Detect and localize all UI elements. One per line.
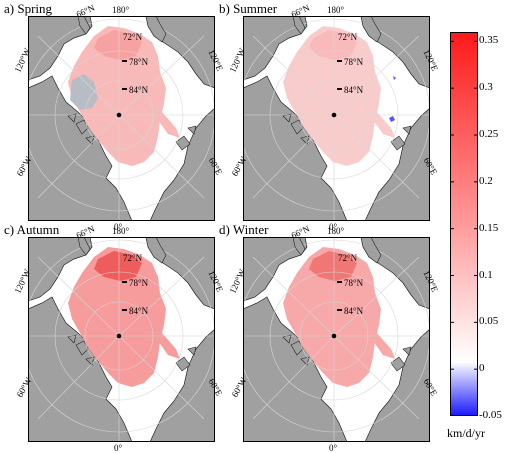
map-panel-summer: b) Summer 180° 66°N 0° 120°W 60°W 120°E 60°E 72°… xyxy=(219,1,440,232)
north-pole-marker xyxy=(116,112,122,118)
colorbar-tick-label: 0.25 xyxy=(479,128,499,141)
lat-label-72: 72°N xyxy=(338,32,358,42)
lat-label-84: 84°N xyxy=(129,306,149,316)
lon-label-bottom: 0° xyxy=(114,222,123,232)
lon-label-top: 180° xyxy=(327,5,345,15)
colorbar-tick-label: 0.35 xyxy=(479,34,499,47)
colorbar-tick-label: 0.3 xyxy=(479,81,493,94)
lat-label-72: 72°N xyxy=(123,253,143,263)
map-panel-winter: d) Winter 180° 66°N 0° 120°W 60°W 120°E 60°E 72°… xyxy=(219,222,440,453)
lat-label-78: 78°N xyxy=(129,278,149,288)
lat-label-78: 78°N xyxy=(344,278,364,288)
polar-map xyxy=(243,237,430,442)
polar-map xyxy=(28,16,215,221)
colorbar-tick-label: 0.15 xyxy=(479,221,499,234)
map-panel-spring: a) Spring 180° 66°N 0° 120°W 60°W 120°E 60°E 72°… xyxy=(4,1,225,232)
panel-title: b) Summer xyxy=(219,1,278,16)
lat-label-84: 84°N xyxy=(344,306,364,316)
panel-title: d) Winter xyxy=(219,222,269,237)
colorbar-tick-label: -0.05 xyxy=(479,408,502,421)
polar-map xyxy=(243,16,430,221)
colorbar-tick-label: 0.2 xyxy=(479,174,493,187)
lon-label-top: 180° xyxy=(112,226,130,236)
lat-label-78: 78°N xyxy=(344,57,364,67)
lon-label-bottom: 0° xyxy=(329,443,338,453)
map-panel-autumn: c) Autumn 180° 66°N 0° 120°W 60°W 120°E 60°E 72°… xyxy=(4,222,225,453)
lon-label-top: 180° xyxy=(112,5,130,15)
colorbar-tick-label: 0 xyxy=(479,362,485,375)
colorbar xyxy=(450,32,478,416)
lat-label-84: 84°N xyxy=(344,85,364,95)
lon-label-bottom: 0° xyxy=(329,222,338,232)
lat-label-72: 72°N xyxy=(338,253,358,263)
panel-title: a) Spring xyxy=(4,1,53,16)
polar-map xyxy=(28,237,215,442)
north-pole-marker xyxy=(116,333,122,339)
colorbar-tick-label: 0.1 xyxy=(479,268,493,281)
lon-label-top: 180° xyxy=(327,226,345,236)
north-pole-marker xyxy=(331,333,337,339)
north-pole-marker xyxy=(331,112,337,118)
lon-label-bottom: 0° xyxy=(114,443,123,453)
colorbar-unit: km/d/yr xyxy=(447,426,485,440)
lat-label-78: 78°N xyxy=(129,57,149,67)
colorbar-tick-label: 0.05 xyxy=(479,315,499,328)
lat-label-84: 84°N xyxy=(129,85,149,95)
panel-title: c) Autumn xyxy=(4,222,60,237)
lat-label-72: 72°N xyxy=(123,32,143,42)
